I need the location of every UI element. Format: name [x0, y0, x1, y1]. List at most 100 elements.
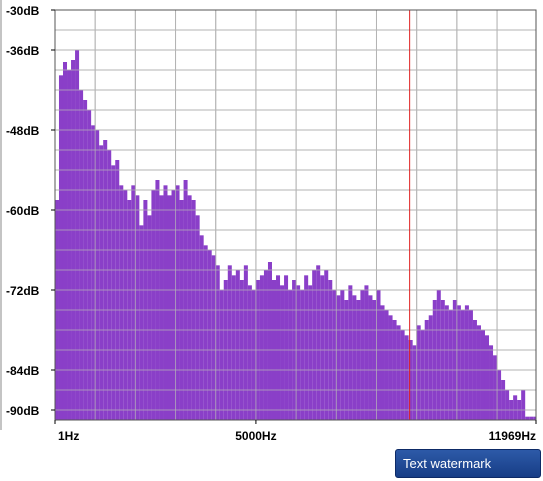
spectrum-bar — [280, 285, 285, 420]
spectrum-bar — [448, 310, 453, 420]
spectrum-bar — [215, 265, 220, 420]
spectrum-bar — [460, 310, 465, 420]
y-tick-label: -36dB — [6, 44, 40, 58]
spectrum-bar — [288, 290, 293, 420]
spectrum-bar — [183, 180, 188, 420]
spectrum-bar — [259, 275, 264, 420]
spectrum-bar — [464, 305, 469, 420]
spectrum-bar — [103, 140, 108, 420]
spectrum-bar — [388, 315, 393, 420]
spectrum-bar — [284, 275, 289, 420]
spectrum-bar — [123, 190, 128, 420]
spectrum-bar — [243, 265, 248, 420]
spectrum-bar — [420, 330, 425, 420]
spectrum-bar — [131, 185, 136, 420]
spectrum-bar — [139, 225, 144, 420]
spectrum-bar — [135, 195, 140, 420]
x-tick-label: 5000Hz — [235, 429, 276, 443]
spectrum-bar — [372, 300, 377, 420]
spectrum-bar — [428, 315, 433, 420]
spectrum-bar — [87, 110, 92, 420]
spectrum-bar — [151, 190, 156, 420]
spectrum-bar — [187, 195, 192, 420]
spectrum-bar — [376, 290, 381, 420]
spectrum-bar — [456, 305, 461, 420]
spectrum-bar — [267, 262, 272, 420]
y-tick-label: -30dB — [6, 4, 40, 18]
spectrum-bar — [95, 130, 100, 420]
spectrum-bar — [489, 345, 494, 420]
spectrum-bar — [296, 285, 301, 420]
spectrum-bar — [529, 416, 534, 420]
spectrum-bar — [501, 380, 506, 420]
spectrum-bar — [199, 235, 204, 420]
spectrum-bar — [412, 345, 417, 420]
spectrum-bar — [207, 250, 212, 420]
spectrum-bar — [440, 300, 445, 420]
spectrum-bar — [263, 270, 268, 420]
spectrum-bar — [167, 195, 172, 420]
spectrum-bar — [312, 270, 317, 420]
y-tick-label: -90dB — [6, 404, 40, 418]
spectrum-bar — [324, 270, 329, 420]
spectrum-bar — [484, 335, 490, 420]
y-tick-label: -48dB — [6, 124, 40, 138]
x-tick-label: 1Hz — [58, 429, 79, 443]
spectrum-bar — [316, 265, 321, 420]
spectrum-bar — [111, 165, 116, 420]
spectrum-bar — [300, 290, 305, 420]
spectrum-bar — [400, 330, 405, 420]
spectrum-bar — [344, 300, 349, 420]
spectrum-bar — [163, 185, 168, 420]
spectrum-bar — [203, 245, 208, 420]
spectrum-bar — [83, 100, 88, 420]
spectrum-bar — [408, 340, 413, 420]
spectrum-bar — [493, 355, 498, 420]
spectrum-bar — [521, 390, 526, 420]
spectrum-bar — [231, 275, 236, 420]
spectrum-bar — [348, 285, 353, 420]
x-tick-label: 11969Hz — [489, 429, 536, 443]
spectrum-bar — [356, 300, 361, 420]
spectrum-bar — [416, 325, 421, 420]
spectrum-bar — [227, 265, 232, 420]
spectrum-bar — [62, 62, 68, 420]
y-tick-label: -72dB — [6, 284, 40, 298]
spectrum-bar — [340, 290, 345, 420]
spectrum-bar — [332, 290, 337, 420]
spectrum-chart: -30dB -36dB -48dB -60dB -72dB -84dB -90dB 1Hz 50… — [0, 0, 537, 444]
spectrum-bar — [251, 290, 256, 420]
spectrum-bar — [476, 325, 481, 420]
spectrum-bar — [75, 50, 80, 420]
spectrum-bar — [404, 335, 409, 420]
spectrum-bar — [320, 275, 325, 420]
spectrum-bar — [91, 125, 96, 420]
spectrum-bar — [525, 416, 530, 420]
spectrum-bar — [505, 390, 510, 420]
spectrum-bar — [364, 285, 369, 420]
spectrum-bar — [533, 416, 536, 420]
spectrum-bar — [384, 310, 389, 420]
spectrum-bar — [58, 75, 63, 420]
spectrum-bar — [211, 255, 216, 420]
spectrum-bar — [159, 195, 164, 420]
spectrum-bar — [452, 300, 457, 420]
watermark-button[interactable]: Text watermark — [395, 449, 541, 478]
spectrum-bar — [79, 90, 84, 420]
spectrum-bar — [336, 295, 341, 420]
spectrum-bar — [308, 285, 313, 420]
spectrum-bar — [71, 60, 76, 420]
spectrum-bar — [352, 295, 357, 420]
spectrum-bar — [99, 145, 104, 421]
spectrum-bar — [247, 285, 252, 420]
spectrum-bar — [219, 290, 224, 420]
spectrum-bar — [276, 275, 281, 420]
spectrum-bar — [304, 275, 309, 420]
spectrum-bar — [67, 70, 72, 420]
spectrum-bar — [380, 305, 385, 420]
spectrum-bar — [147, 215, 152, 420]
y-tick-label: -60dB — [6, 204, 40, 218]
spectrum-bar — [360, 290, 365, 420]
spectrum-bar — [497, 370, 502, 420]
